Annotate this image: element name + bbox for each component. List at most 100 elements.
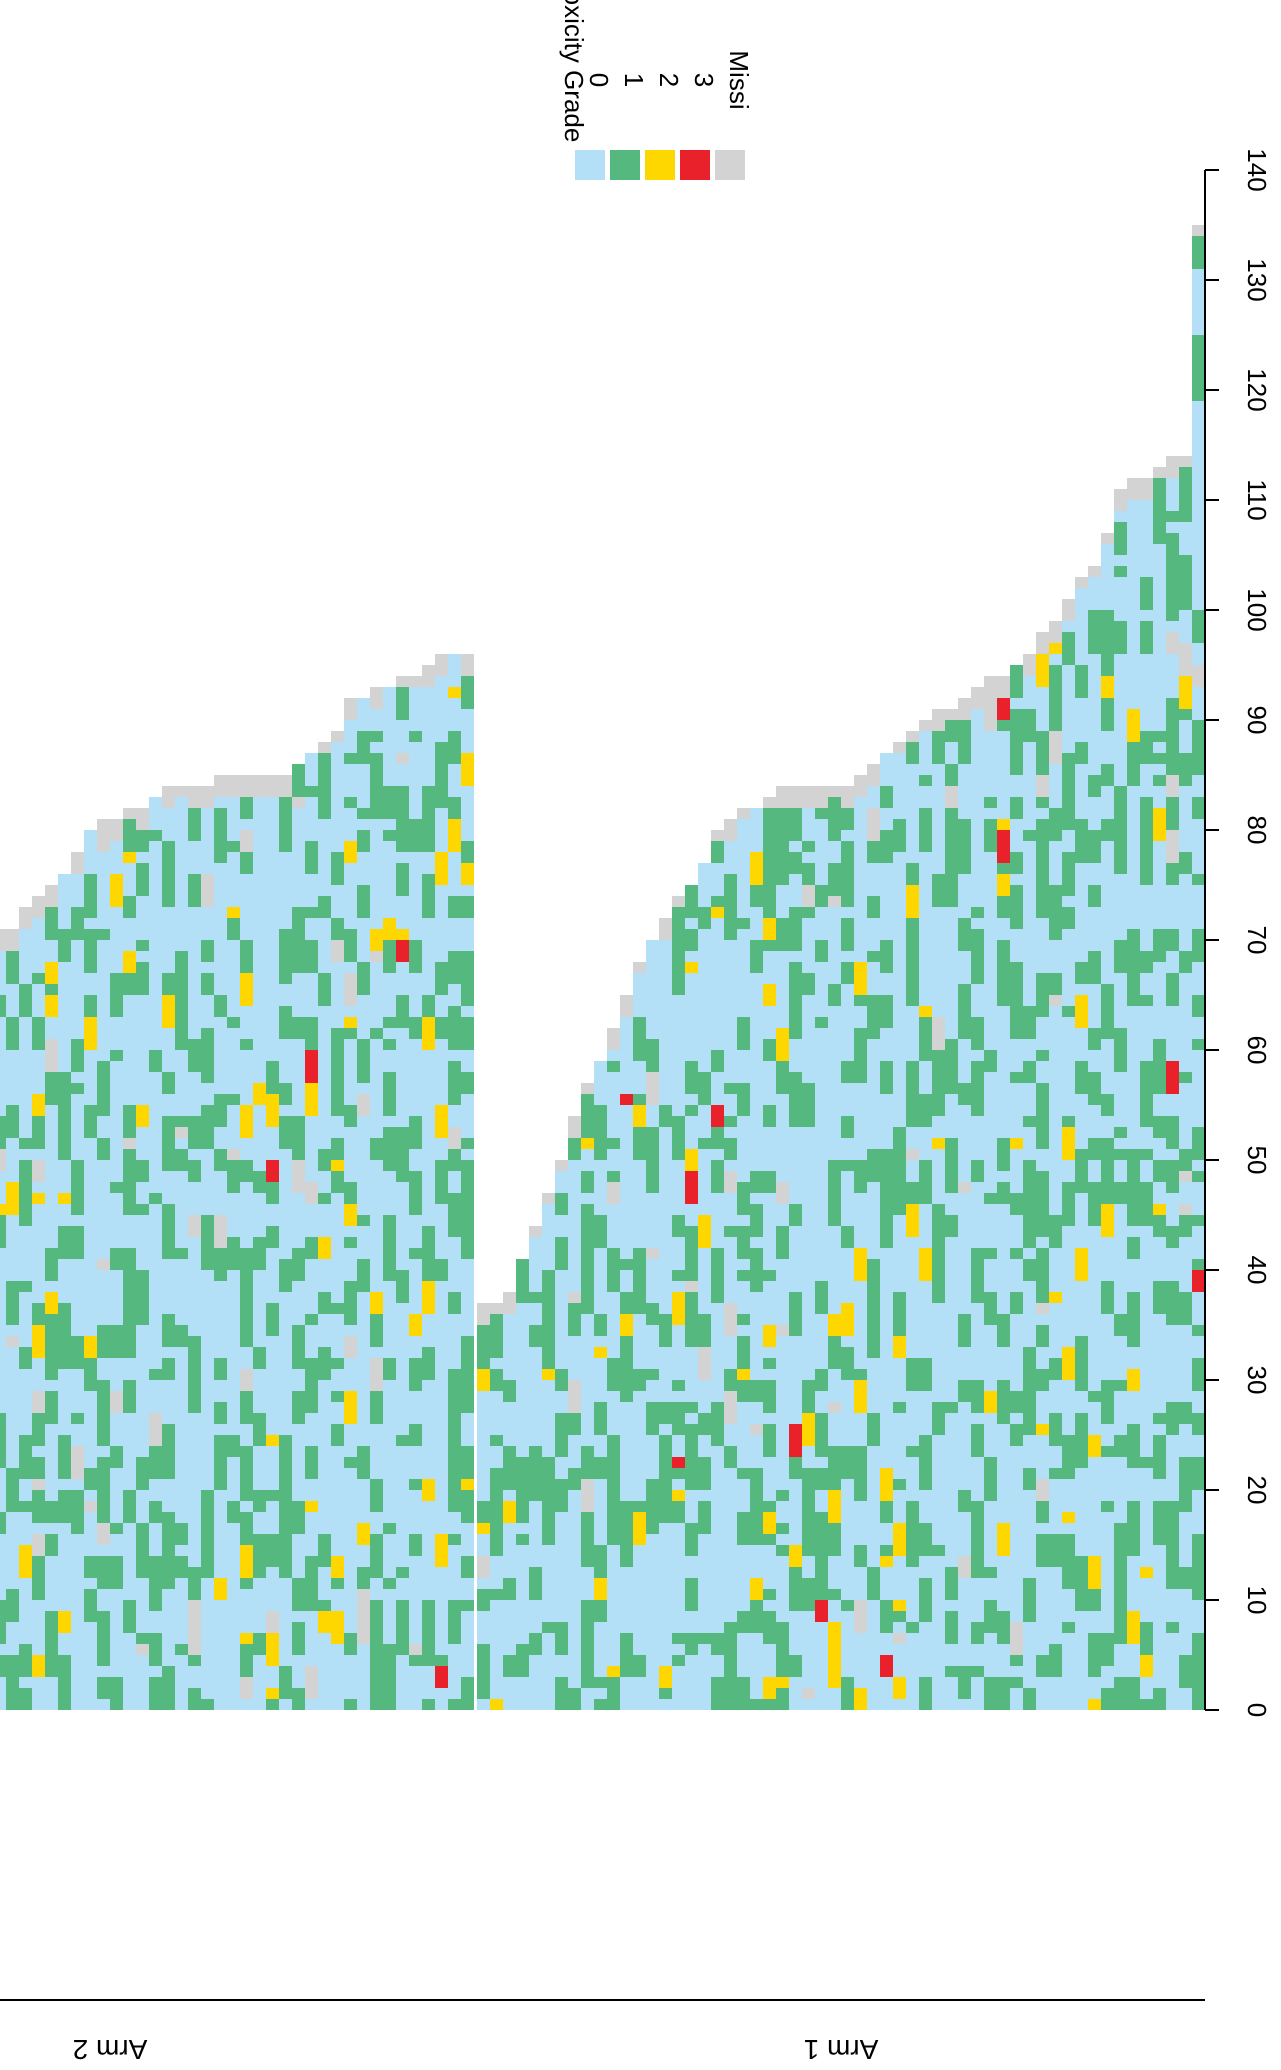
heatmap-cell (305, 786, 318, 797)
heatmap-cell (958, 1479, 971, 1490)
heatmap-cell (383, 918, 396, 940)
heatmap-cell (357, 764, 370, 797)
heatmap-cell (672, 1600, 685, 1622)
heatmap-cell (802, 1611, 815, 1633)
heatmap-cell (1153, 1402, 1166, 1413)
heatmap-cell (854, 940, 867, 962)
heatmap-cell (581, 1611, 594, 1633)
heatmap-cell (984, 731, 997, 764)
heatmap-cell (1062, 808, 1075, 819)
heatmap-cell (1179, 599, 1192, 610)
heatmap-cell (594, 1435, 607, 1457)
heatmap-cell (292, 1622, 305, 1644)
heatmap-cell (1127, 1501, 1140, 1523)
heatmap-cell (633, 1226, 646, 1237)
heatmap-cell (136, 1391, 149, 1424)
heatmap-cell (19, 1545, 32, 1578)
heatmap-cell (461, 1523, 474, 1545)
heatmap-cell (1062, 962, 1075, 984)
heatmap-cell (906, 1358, 919, 1391)
heatmap-cell (802, 1633, 815, 1655)
heatmap-cell (750, 1699, 763, 1710)
heatmap-cell (110, 1413, 123, 1446)
heatmap-cell (1192, 819, 1205, 841)
heatmap-cell (344, 973, 357, 1006)
heatmap-cell (318, 896, 331, 907)
heatmap-cell (1062, 1490, 1075, 1512)
heatmap-cell (984, 995, 997, 1017)
heatmap-cell (776, 1215, 789, 1226)
heatmap-cell (188, 1171, 201, 1182)
heatmap-cell (802, 1556, 815, 1578)
heatmap-cell (227, 1006, 240, 1017)
heatmap-cell (227, 830, 240, 841)
heatmap-cell (435, 654, 448, 676)
heatmap-cell (32, 1358, 45, 1391)
heatmap-cell (867, 1215, 880, 1237)
heatmap-cell (162, 1061, 175, 1072)
heatmap-cell (45, 1072, 58, 1105)
heatmap-cell (698, 1644, 711, 1677)
heatmap-cell (292, 951, 305, 973)
heatmap-cell (279, 1666, 292, 1699)
heatmap-cell (344, 1270, 357, 1281)
heatmap-cell (997, 1347, 1010, 1380)
heatmap-cell (919, 1358, 932, 1391)
heatmap-cell (97, 1017, 110, 1039)
heatmap-cell (1114, 1270, 1127, 1281)
heatmap-cell (854, 1468, 867, 1501)
heatmap-cell (292, 929, 305, 951)
heatmap-cell (906, 863, 919, 885)
heatmap-cell (1101, 874, 1114, 896)
heatmap-cell (828, 841, 841, 863)
heatmap-cell (1127, 1424, 1140, 1435)
heatmap-cell (763, 1039, 776, 1061)
heatmap-cell (906, 1622, 919, 1633)
heatmap-cell (71, 1567, 84, 1600)
heatmap-cell (659, 1314, 672, 1347)
heatmap-cell (331, 808, 344, 841)
heatmap-cell (1062, 698, 1075, 731)
heatmap-cell (45, 1556, 58, 1567)
legend-label: 1 (619, 73, 649, 87)
heatmap-cell (1049, 1039, 1062, 1072)
heatmap-cell (1010, 819, 1023, 852)
heatmap-cell (32, 1204, 45, 1237)
heatmap-cell (461, 709, 474, 720)
heatmap-cell (32, 1182, 45, 1193)
heatmap-cell (1010, 874, 1023, 885)
heatmap-cell (162, 1534, 175, 1567)
heatmap-cell (828, 1160, 841, 1193)
heatmap-cell (711, 1512, 724, 1534)
heatmap-cell (201, 1457, 214, 1490)
heatmap-cell (1127, 1435, 1140, 1468)
heatmap-cell (461, 1149, 474, 1160)
heatmap-cell (266, 1446, 279, 1479)
heatmap-cell (188, 1237, 201, 1270)
heatmap-cell (893, 1259, 906, 1292)
heatmap-cell (555, 1336, 568, 1358)
heatmap-cell (383, 1424, 396, 1446)
heatmap-cell (1179, 1380, 1192, 1402)
heatmap-cell (607, 1127, 620, 1138)
heatmap-cell (971, 797, 984, 830)
heatmap-cell (594, 1677, 607, 1688)
heatmap-cell (1140, 764, 1153, 786)
heatmap-cell (279, 852, 292, 863)
heatmap-cell (503, 1644, 516, 1655)
heatmap-cell (1140, 654, 1153, 665)
heatmap-cell (724, 1303, 737, 1325)
heatmap-cell (1127, 1193, 1140, 1226)
heatmap-cell (1010, 1182, 1023, 1193)
heatmap-cell (45, 1325, 58, 1347)
heatmap-cell (1153, 577, 1166, 610)
heatmap-cell (542, 1688, 555, 1710)
heatmap-cell (1127, 1556, 1140, 1578)
heatmap-cell (461, 1545, 474, 1556)
heatmap-cell (828, 786, 841, 797)
heatmap-cell (1179, 610, 1192, 643)
heatmap-cell (1127, 1347, 1140, 1369)
heatmap-cell (1192, 500, 1205, 533)
heatmap-cell (318, 1633, 331, 1655)
heatmap-cell (971, 1644, 984, 1666)
